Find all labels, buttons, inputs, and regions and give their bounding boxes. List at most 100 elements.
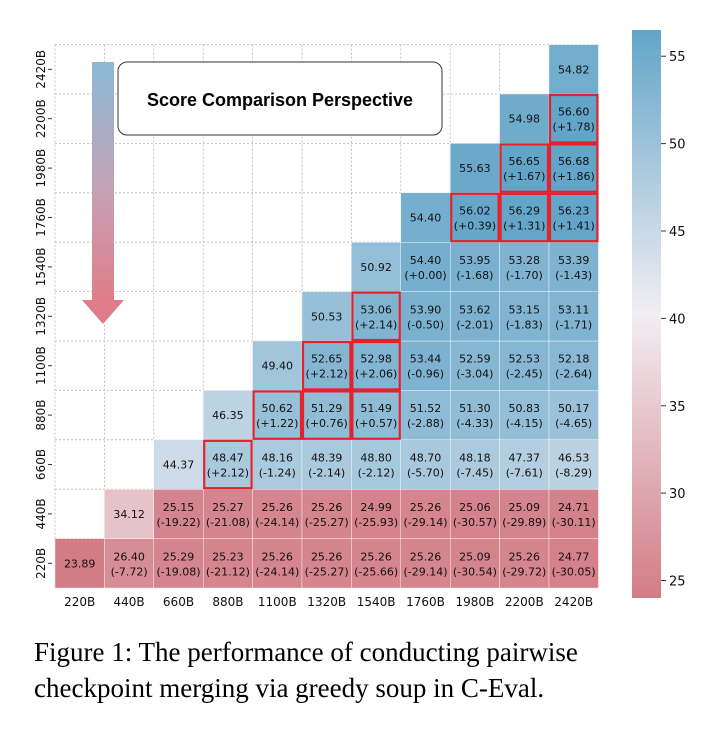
heatmap-cell-rect — [499, 439, 550, 490]
cell-value-label: 54.82 — [558, 63, 590, 76]
cell-delta-label: (-29.14) — [403, 516, 447, 529]
cell-value-label: 54.40 — [410, 212, 442, 225]
heatmap-cell: 48.39 (-2.14) — [301, 439, 352, 490]
heatmap-cell-rect — [252, 390, 303, 440]
heatmap-cell: 48.80 (-2.12) — [351, 439, 401, 490]
heatmap-cell: 50.17 (-4.65) — [548, 390, 599, 440]
colorbar-tick-label: 55 — [669, 50, 686, 65]
cell-delta-label: (+0.39) — [454, 220, 496, 233]
heatmap-cell: 54.98 — [499, 93, 550, 144]
heatmap-cell: 26.40 (-7.72) — [104, 538, 155, 589]
heatmap-chart: 23.89 26.40 (-7.72) 25.29 (-19.08) 25.23 (-21.… — [34, 30, 686, 609]
heatmap-cell-rect — [202, 489, 253, 539]
heatmap-cell-rect — [450, 241, 500, 292]
heatmap-cell-rect — [400, 340, 451, 391]
heatmap-cell: 53.62 (-2.01) — [450, 291, 500, 342]
heatmap-cell: 55.63 — [450, 143, 500, 193]
cell-value-label: 25.26 — [509, 550, 541, 563]
heatmap-cell-rect — [450, 439, 500, 490]
heatmap-cell: 56.68 (+1.86) — [548, 143, 599, 193]
highlight-border — [351, 390, 401, 440]
cell-delta-label: (-1.68) — [456, 269, 493, 282]
heatmap-cell-rect — [351, 241, 401, 292]
cell-value-label: 53.44 — [410, 353, 442, 366]
cell-delta-label: (-25.27) — [305, 516, 349, 529]
heatmap-cell: 49.40 — [252, 340, 303, 391]
cell-delta-label: (-4.33) — [456, 417, 493, 430]
cell-delta-label: (+2.14) — [355, 318, 397, 331]
cell-value-label: 50.17 — [558, 402, 590, 415]
heatmap-cell-rect — [548, 538, 599, 589]
heatmap-cell: 56.60 (+1.78) — [548, 93, 599, 144]
cell-delta-label: (-25.66) — [354, 565, 398, 578]
heatmap-cell: 53.44 (-0.96) — [400, 340, 451, 391]
heatmap-cell: 25.06 (-30.57) — [450, 489, 500, 539]
cell-value-label: 25.09 — [509, 501, 541, 514]
cell-value-label: 25.29 — [163, 550, 195, 563]
cell-value-label: 50.53 — [311, 310, 343, 323]
heatmap-cell: 54.82 — [548, 44, 599, 95]
cell-value-label: 44.37 — [163, 459, 195, 472]
heatmap-cell: 52.18 (-2.64) — [548, 340, 599, 391]
cell-delta-label: (-2.01) — [456, 318, 493, 331]
cell-value-label: 53.95 — [459, 254, 491, 267]
x-tick-label: 440B — [114, 595, 145, 609]
cell-value-label: 54.98 — [509, 113, 541, 126]
cell-value-label: 53.39 — [558, 254, 590, 267]
y-tick-label: 1980B — [34, 149, 48, 188]
heatmap-cell-rect — [351, 439, 401, 490]
cell-delta-label: (-2.45) — [506, 368, 543, 381]
heatmap-cell-rect — [252, 439, 303, 490]
cell-delta-label: (-1.71) — [555, 318, 592, 331]
y-tick-label: 660B — [34, 449, 48, 480]
cell-delta-label: (+1.41) — [553, 220, 595, 233]
cell-value-label: 51.52 — [410, 402, 442, 415]
heatmap-cell: 48.47 (+2.12) — [202, 439, 253, 490]
heatmap-cell-rect — [548, 291, 599, 342]
chart-title: Score Comparison Perspective — [147, 90, 413, 110]
heatmap-cell: 25.26 (-25.27) — [301, 538, 352, 589]
cell-delta-label: (-1.83) — [506, 318, 543, 331]
heatmap-cell-rect — [54, 538, 105, 589]
highlight-border — [450, 192, 500, 243]
cell-delta-label: (+1.78) — [553, 121, 595, 134]
cell-delta-label: (-21.08) — [206, 516, 250, 529]
down-arrow-icon — [82, 62, 124, 324]
x-axis-labels: 220B 440B 660B 880B 1100B 1320B 1540B 1760B 1980… — [64, 595, 593, 609]
heatmap-cell: 53.06 (+2.14) — [351, 291, 401, 342]
cell-delta-label: (+1.22) — [256, 417, 298, 430]
heatmap-cell: 25.26 (-24.14) — [252, 538, 303, 589]
cell-value-label: 24.71 — [558, 501, 590, 514]
heatmap-cell: 52.53 (-2.45) — [499, 340, 550, 391]
cell-delta-label: (+0.57) — [355, 417, 397, 430]
cell-value-label: 25.27 — [212, 501, 244, 514]
colorbar-tick-label: 40 — [669, 312, 686, 327]
heatmap-cell: 48.18 (-7.45) — [450, 439, 500, 490]
cell-delta-label: (-19.08) — [156, 565, 200, 578]
heatmap-cell-rect — [400, 538, 451, 589]
heatmap-cell: 51.29 (+0.76) — [301, 390, 352, 440]
highlight-border — [499, 143, 550, 193]
heatmap-cell-rect — [499, 291, 550, 342]
heatmap-cell-rect — [450, 489, 500, 539]
heatmap-cell: 54.40 — [400, 192, 451, 243]
heatmap-cell-rect — [153, 489, 204, 539]
heatmap-cell: 56.23 (+1.41) — [548, 192, 599, 243]
heatmap-cell: 48.16 (-1.24) — [252, 439, 303, 490]
heatmap-cell: 46.35 — [202, 390, 253, 440]
heatmap-cell: 53.95 (-1.68) — [450, 241, 500, 292]
heatmap-cell-rect — [351, 390, 401, 440]
cell-value-label: 54.40 — [410, 254, 442, 267]
cell-value-label: 56.23 — [558, 205, 590, 218]
cell-delta-label: (-30.54) — [453, 565, 497, 578]
highlight-border — [499, 192, 550, 243]
heatmap-cell-rect — [400, 439, 451, 490]
heatmap-cell-rect — [499, 192, 550, 243]
highlight-border — [301, 390, 352, 440]
cell-value-label: 25.26 — [262, 550, 294, 563]
heatmap-cell-rect — [548, 340, 599, 391]
heatmap-cell-rect — [450, 192, 500, 243]
heatmap-cell: 53.39 (-1.43) — [548, 241, 599, 292]
heatmap-cell: 51.49 (+0.57) — [351, 390, 401, 440]
cell-delta-label: (-4.65) — [555, 417, 592, 430]
